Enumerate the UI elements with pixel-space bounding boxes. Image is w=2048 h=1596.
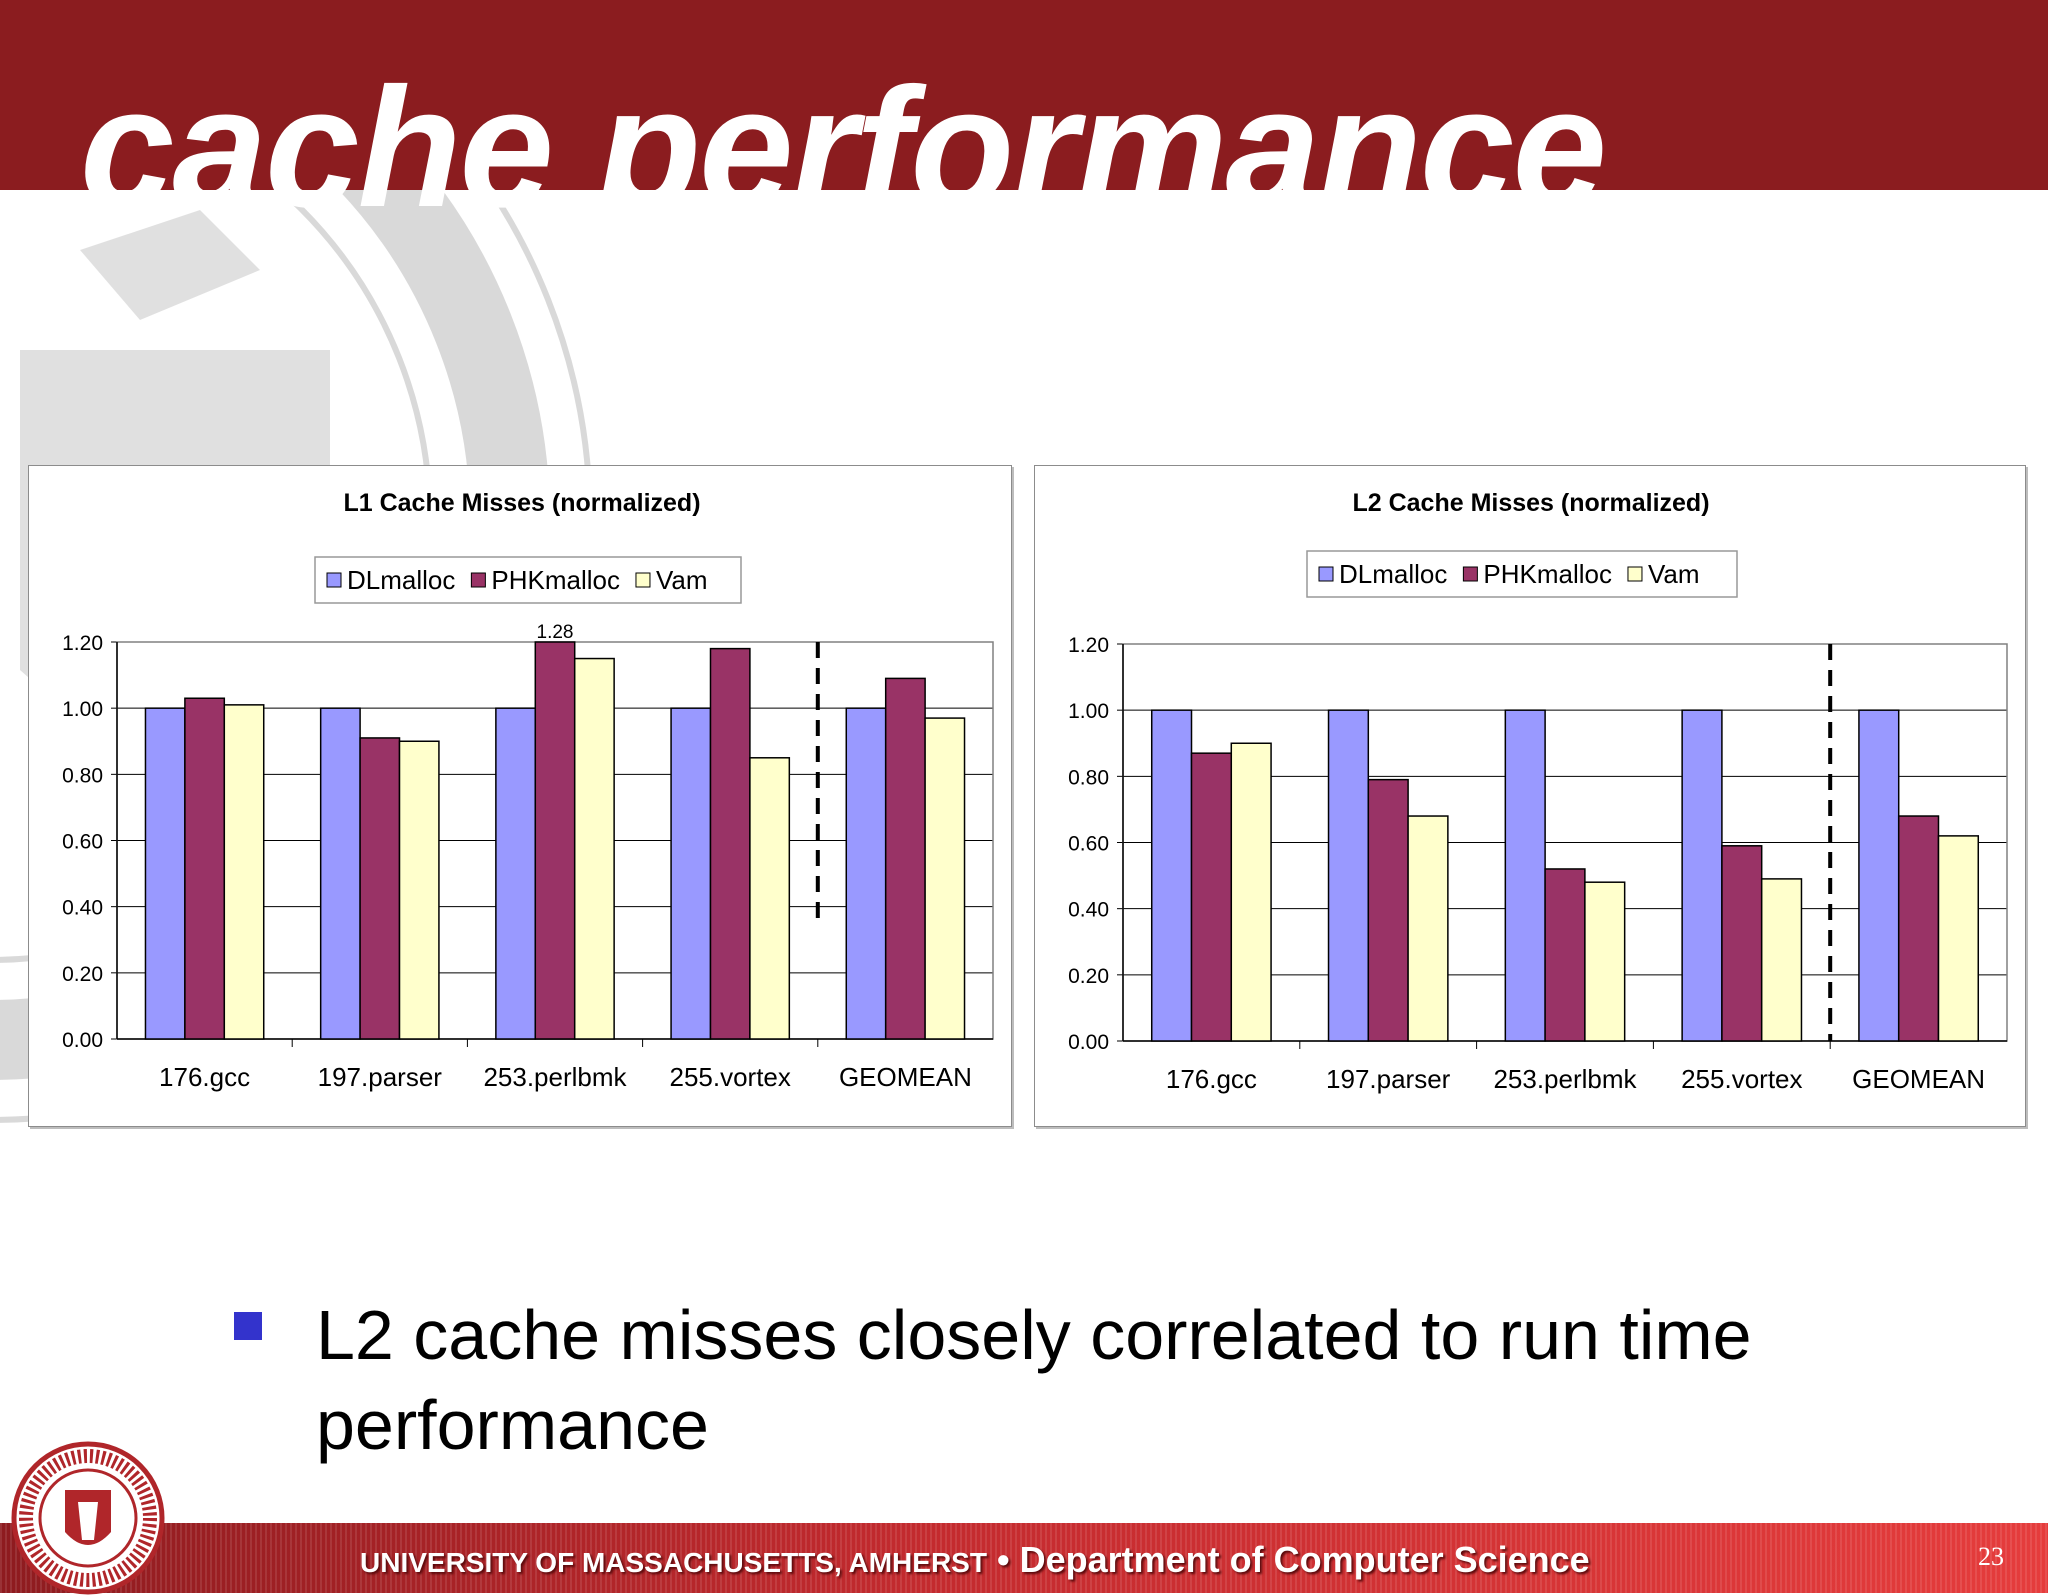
bar-vam-197parser [398,740,440,1040]
bar-phkmalloc-geomean [1897,815,1940,1042]
y-tick-label: 0.80 [1068,766,1109,789]
legend-label-phkmalloc: PHKmalloc [491,565,620,595]
bar-dlmalloc-253perlbmk [1504,709,1546,1042]
legend-swatch-phkmalloc [470,572,486,588]
x-tick-label: 253.perlbmk [483,1062,627,1092]
legend-label-dlmalloc: DLmalloc [347,565,455,595]
bar-dlmalloc-geomean [1858,709,1900,1042]
bar-phkmalloc-176gcc [184,697,226,1040]
legend-swatch-vam [635,572,651,588]
legend-label-vam: Vam [656,565,708,595]
legend-label-dlmalloc: DLmalloc [1339,559,1447,589]
bar-vam-176gcc [1230,742,1272,1042]
l2-chart-svg: L2 Cache Misses (normalized) DLmalloc PHKm… [1068,489,2008,1094]
y-tick-label: 1.00 [62,698,103,721]
bar-dlmalloc-176gcc [1150,709,1193,1042]
title-bar [0,0,2048,190]
y-tick-label: 0.20 [62,963,103,986]
bar-dlmalloc-255vortex [1681,709,1723,1042]
x-tick-label: 255.vortex [669,1062,790,1092]
y-tick-label: 1.00 [1068,700,1109,723]
y-tick-label: 0.00 [1068,1031,1109,1054]
y-tick-label: 0.40 [1068,899,1109,922]
legend-label-vam: Vam [1648,559,1700,589]
bar-dlmalloc-197parser [1327,709,1370,1042]
y-tick-label: 1.20 [1068,634,1109,657]
chart-legend: DLmalloc PHKmalloc Vam [1306,550,1738,598]
bar-phkmalloc-197parser [359,737,401,1040]
y-tick-label: 0.00 [62,1029,103,1052]
bar-dlmalloc-197parser [319,707,361,1040]
y-tick-label: 0.60 [62,831,103,854]
bar-phkmalloc-geomean [884,677,926,1040]
footer-department: Department of Computer Science [1019,1539,1590,1580]
bullet-square-icon [234,1312,262,1340]
bar-vam-253perlbmk [1584,881,1626,1042]
l1-chart-svg: L1 Cache Misses (normalized) DLmalloc PHKm… [62,489,994,1092]
chart-legend: DLmalloc PHKmalloc Vam [314,556,742,604]
y-tick-label: 0.40 [62,897,103,920]
y-tick-label: 0.80 [62,764,103,787]
legend-swatch-dlmalloc [1318,566,1334,582]
bar-vam-255vortex [749,757,791,1040]
bar-phkmalloc-253perlbmk [1544,868,1586,1042]
x-tick-label: GEOMEAN [839,1062,972,1092]
bar-phkmalloc-255vortex [1721,845,1763,1042]
bar-vam-geomean [924,717,966,1040]
bar-vam-255vortex [1760,878,1803,1042]
x-tick-label: 176.gcc [1166,1064,1257,1094]
data-label: 1.28 [537,622,574,643]
bar-phkmalloc-255vortex [709,647,751,1040]
bar-dlmalloc-253perlbmk [495,707,537,1040]
x-tick-label: 197.parser [318,1062,443,1092]
l2-cache-misses-chart: L2 Cache Misses (normalized) DLmalloc PHKm… [1034,465,2026,1127]
bar-dlmalloc-geomean [845,707,887,1040]
footer-separator: • [996,1539,1010,1580]
x-tick-label: 197.parser [1326,1064,1451,1094]
bar-vam-176gcc [223,704,265,1040]
legend-swatch-vam [1627,566,1643,582]
bullet-text: L2 cache misses closely correlated to ru… [316,1296,1752,1464]
footer-text: UNIVERSITY OF MASSACHUSETTS, AMHERST • D… [360,1538,1590,1585]
l1-cache-misses-chart: L1 Cache Misses (normalized) DLmalloc PHKm… [28,465,1012,1127]
bar-phkmalloc-197parser [1367,778,1409,1042]
bar-phkmalloc-176gcc [1190,752,1233,1042]
bar-phkmalloc-253perlbmk [534,641,576,1040]
legend-swatch-dlmalloc [326,572,342,588]
legend-label-phkmalloc: PHKmalloc [1483,559,1612,589]
chart-title: L1 Cache Misses (normalized) [343,489,700,517]
legend-swatch-phkmalloc [1462,566,1478,582]
legend-box [314,556,742,604]
footer-university: UNIVERSITY OF MASSACHUSETTS, AMHERST [360,1547,987,1578]
y-tick-label: 0.20 [1068,965,1109,988]
x-tick-label: 255.vortex [1681,1064,1802,1094]
x-tick-label: 176.gcc [159,1062,250,1092]
bar-dlmalloc-176gcc [144,707,186,1040]
bar-vam-253perlbmk [573,657,615,1040]
footer-bar [0,1523,2048,1593]
page-number: 23 [1978,1542,2004,1571]
bar-dlmalloc-255vortex [670,707,712,1040]
y-tick-label: 0.60 [1068,833,1109,856]
bar-vam-geomean [1937,835,1980,1042]
university-seal-logo [11,1441,165,1595]
slide-title: cache performance [80,53,1607,243]
x-tick-label: GEOMEAN [1852,1064,1985,1094]
bar-vam-197parser [1407,815,1449,1042]
chart-title: L2 Cache Misses (normalized) [1352,489,1709,517]
x-tick-label: 253.perlbmk [1493,1064,1637,1094]
legend-box [1306,550,1738,598]
y-tick-label: 1.20 [62,632,103,655]
